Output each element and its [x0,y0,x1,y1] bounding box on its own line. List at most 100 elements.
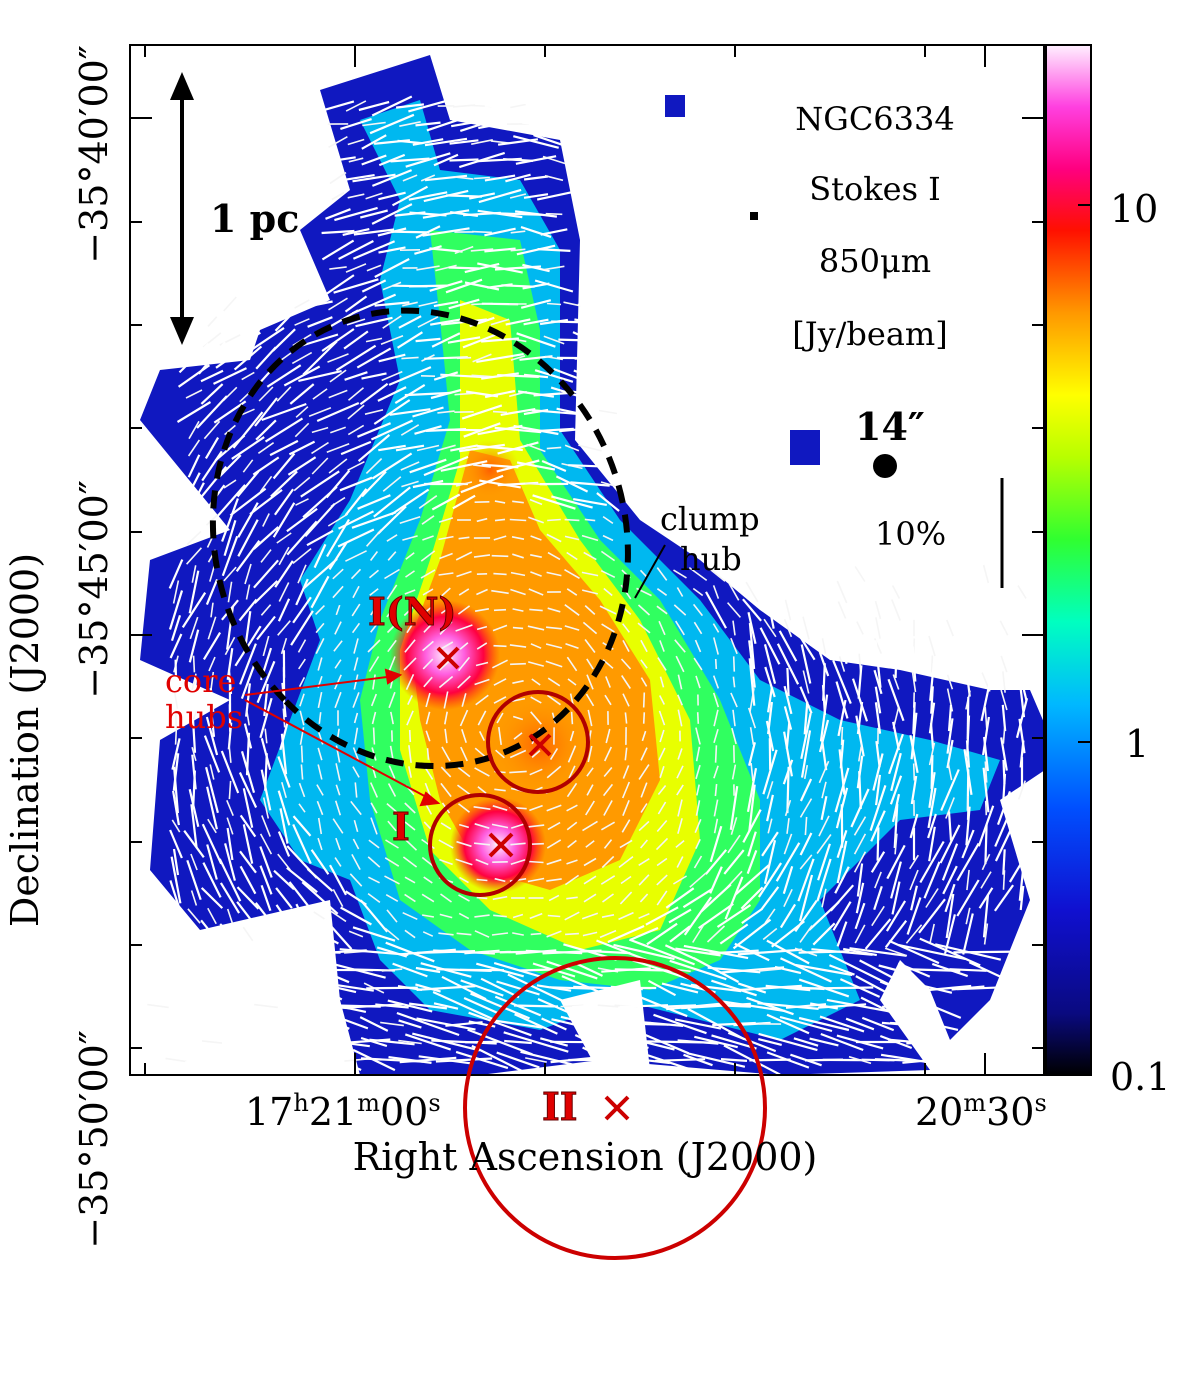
pol-vector [401,480,419,488]
core-hubs-label-1: core [165,662,236,700]
pol-vector [603,746,613,762]
pol-vector [298,677,306,687]
pol-vector [298,370,342,382]
pol-vector [587,745,593,763]
pol-vector [329,266,347,270]
pol-vector [713,765,719,779]
pol-vector [1002,671,1006,693]
pol-vector [853,851,867,873]
pol-vector [344,295,368,313]
pol-vector [783,731,793,777]
pol-vector [402,301,418,307]
pol-vector [530,932,542,936]
pol-vector [298,782,306,798]
pol-vector [169,880,183,916]
pol-vector [605,728,611,744]
pol-vector [353,674,359,690]
pol-vector [1017,585,1027,599]
pol-vector [448,266,480,270]
pol-vector [391,185,429,207]
pol-vector [277,831,291,857]
pol-vector [254,397,278,427]
pol-vector [656,857,668,867]
pol-vector [495,749,505,759]
pol-vector [749,688,755,712]
pol-vector [351,854,361,870]
pol-vector [384,857,400,867]
pol-vector [370,419,414,441]
pol-vector [452,104,476,108]
pol-vector [656,567,668,581]
pol-vector [596,492,620,512]
pol-vector [429,280,463,292]
blob [750,212,758,220]
pol-vector [381,968,403,972]
pol-vector [707,966,761,974]
pol-vector [337,528,375,548]
pol-vector [473,554,491,558]
pol-vector [512,680,524,684]
pol-vector [421,893,435,903]
pol-vector [299,693,305,707]
pol-vector [706,566,726,582]
pol-vector [474,608,490,612]
pol-vector [510,662,526,666]
pol-vector [165,975,223,1001]
pol-vector [484,227,516,237]
pol-vector [779,1015,833,1033]
pol-vector [802,670,810,694]
pol-vector [492,410,508,414]
pol-vector [196,950,228,954]
pol-vector [173,766,179,814]
pol-vector [313,543,327,569]
pol-vector [333,278,379,294]
pol-vector [348,930,364,938]
pol-vector [238,1016,294,1032]
pol-vector [245,310,287,334]
pol-vector [732,918,772,950]
pol-vector [786,667,790,697]
pol-vector [441,975,487,1001]
pol-vector [196,961,228,979]
pol-vector [347,460,365,472]
pol-vector [510,103,526,109]
pol-vector [512,500,524,504]
pol-vector [620,875,632,885]
pol-vector [514,210,558,218]
pol-vector [287,456,317,476]
pol-vector [439,913,453,919]
pol-vector [607,924,645,944]
pol-vector [368,656,380,672]
pol-vector [564,569,580,579]
pol-vector [206,844,218,880]
pol-vector [855,882,865,914]
pol-vector [965,740,971,768]
pol-vector [242,459,254,473]
pol-vector [826,998,894,1014]
pol-vector [351,603,361,617]
pol-vector [570,481,610,487]
pol-vector [763,618,777,638]
pol-vector [388,691,396,709]
pol-vector [321,328,355,352]
pol-vector [457,605,471,615]
pol-vector [911,982,953,994]
pol-vector [545,643,563,649]
pol-vector [317,747,323,761]
pol-vector [719,923,749,945]
pol-vector [709,825,723,863]
pol-vector [348,157,364,163]
beam-marker [873,454,897,478]
pol-vector [600,550,616,562]
pol-vector [203,735,221,773]
pol-vector [307,316,333,328]
pol-vector [704,849,728,875]
pol-vector [260,604,272,616]
pol-vector [730,817,738,835]
pol-vector [456,840,472,848]
pol-vector [642,712,646,724]
pol-vector [145,1040,171,1044]
pol-vector [228,780,232,800]
pol-vector [855,715,865,757]
pol-vector [418,301,438,307]
